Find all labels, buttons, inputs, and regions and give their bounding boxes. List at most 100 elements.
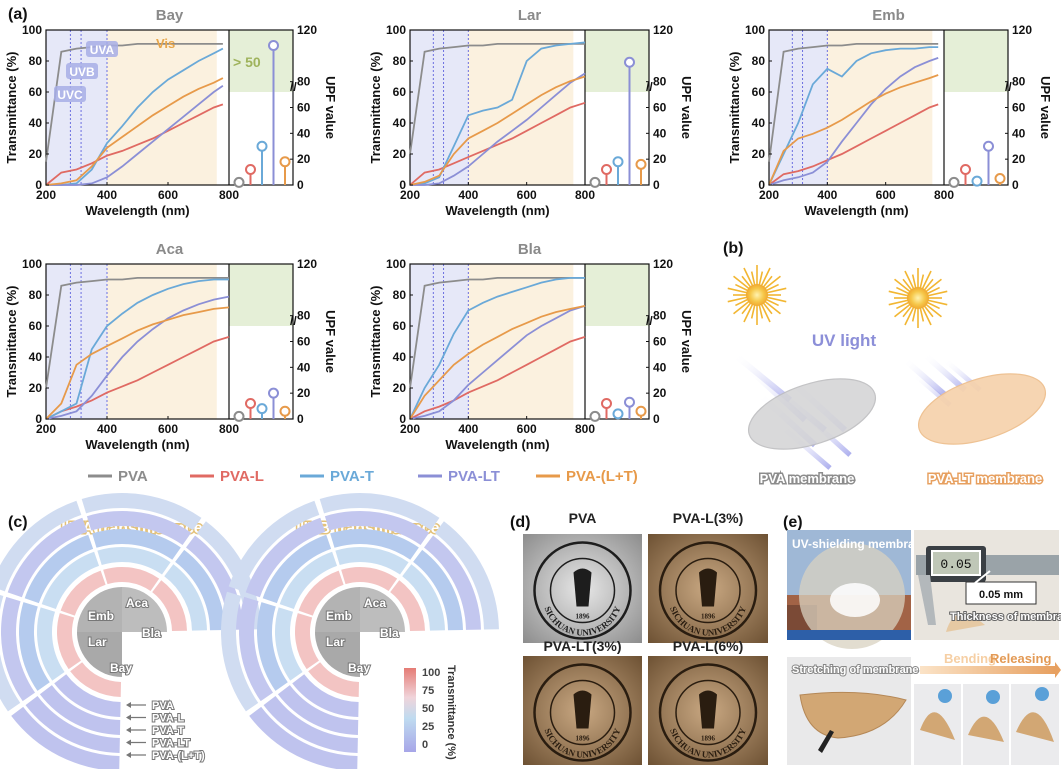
legend-label: PVA-LT xyxy=(448,468,500,485)
y-tick-label: 20 xyxy=(29,381,43,395)
vis-band xyxy=(107,264,217,419)
series-line-pva xyxy=(45,277,229,389)
uv-membrane-photo: UV-shielding membrane xyxy=(787,530,929,649)
ring-segment xyxy=(424,535,481,630)
colorbar-label: Transmittance (%) xyxy=(445,665,457,760)
chart-aca: 0 20 40 60 80 100 0 20 40 60 80 120 // 200 400 600 800 Wa… xyxy=(4,241,338,452)
series-line-pvalt xyxy=(409,305,586,420)
x-tick-label: 600 xyxy=(517,422,537,436)
y2-tick-label: 60 xyxy=(1012,101,1026,115)
ring-legend-label: PVA xyxy=(152,700,174,712)
upf-point xyxy=(233,176,245,188)
sector-wedge xyxy=(315,587,360,632)
x-axis-label: Wavelength (nm) xyxy=(85,437,189,452)
seal-emblem xyxy=(699,568,717,607)
upf-band xyxy=(585,264,649,326)
ring-segment xyxy=(263,696,358,753)
ring-segment xyxy=(279,551,338,610)
series-line-pva xyxy=(768,43,939,162)
y-tick-label: 60 xyxy=(393,319,407,333)
series-line-pvalt xyxy=(409,75,586,186)
legend-arrowhead xyxy=(126,752,131,758)
x-axis-label: Wavelength (nm) xyxy=(804,203,908,218)
photo-label: PVA-L(6%) xyxy=(673,638,744,654)
series-line-pvat xyxy=(46,47,224,186)
vis-band xyxy=(107,30,217,185)
sector-label: Emb xyxy=(88,609,114,623)
uv-band xyxy=(769,30,828,185)
upf-point xyxy=(612,408,624,420)
x-tick-label: 400 xyxy=(458,188,478,202)
seal-inner-ring xyxy=(675,679,741,746)
chart-title: Aca xyxy=(156,241,184,258)
y-tick-label: 60 xyxy=(393,85,407,99)
y2-axis-label: UPF value xyxy=(679,76,694,139)
y-axis-label: Transmittance (%) xyxy=(4,52,19,164)
ring-segment xyxy=(330,529,419,560)
upf-point xyxy=(279,156,291,168)
x-tick-label: 200 xyxy=(36,188,56,202)
y-tick-label: 80 xyxy=(29,54,43,68)
upf-point xyxy=(589,410,601,422)
series-line-pvalt xyxy=(409,305,586,420)
chart-emb: 0 20 40 60 80 100 0 20 40 60 80 120 // 200 400 600 800 Wa… xyxy=(727,7,1053,218)
ring-segment xyxy=(277,685,359,735)
y2-tick-label: 0 xyxy=(1012,178,1019,192)
upf-band xyxy=(585,30,649,92)
ring-segment xyxy=(36,607,65,681)
x-tick-label: 200 xyxy=(759,188,779,202)
x-tick-label: 400 xyxy=(97,422,117,436)
upf-band xyxy=(229,264,293,326)
ring-segment xyxy=(239,596,274,702)
y-tick-label: 100 xyxy=(22,257,42,271)
y-tick-label: 0 xyxy=(758,178,765,192)
y-tick-label: 20 xyxy=(393,147,407,161)
y2-tick-label: 120 xyxy=(297,23,317,37)
chart-title: Lar xyxy=(518,7,542,24)
upf-threshold-label: > 50 xyxy=(233,54,261,70)
ring-segment xyxy=(402,564,445,631)
seal-inner-ring xyxy=(549,679,616,746)
y-tick-label: 80 xyxy=(393,288,407,302)
band-tag xyxy=(54,86,86,102)
pva-membrane-label: PVA membrane xyxy=(760,471,855,486)
y-tick-label: 60 xyxy=(29,85,43,99)
ring-segment xyxy=(413,549,463,631)
ring-segment xyxy=(324,510,430,546)
x-axis-label: Wavelength (nm) xyxy=(445,203,549,218)
ring-legend-label: PVA-(L+T) xyxy=(152,750,205,762)
colorbar-tick: 25 xyxy=(422,721,434,733)
ring-segment xyxy=(164,564,207,631)
axis-break: // xyxy=(1005,80,1012,94)
y2-tick-label: 60 xyxy=(653,101,667,115)
y2-tick-label: 120 xyxy=(1012,23,1032,37)
y2-tick-label: 40 xyxy=(297,360,311,374)
upf-point xyxy=(994,173,1006,185)
ring-segment xyxy=(70,662,122,697)
seal-year: 1896 xyxy=(701,735,716,743)
sector-label: Bla xyxy=(380,626,399,640)
series-line-pvalt xyxy=(45,295,230,420)
ring-segment xyxy=(25,696,120,753)
upf-band xyxy=(944,30,1008,92)
ring-segment xyxy=(7,517,88,598)
ring-segment xyxy=(56,613,81,670)
y2-tick-label: 0 xyxy=(653,412,660,426)
y-tick-label: 80 xyxy=(393,54,407,68)
axis-break: // xyxy=(290,80,297,94)
upf-point xyxy=(256,403,268,415)
ring-segment xyxy=(0,596,36,702)
axis-break: // xyxy=(646,80,653,94)
band-tag xyxy=(86,41,118,57)
uv-light-label: UV light xyxy=(812,331,877,350)
ring-segment xyxy=(262,534,332,604)
y-tick-label: 100 xyxy=(386,257,406,271)
chart-title: Bla xyxy=(518,241,542,258)
series-line-pvalt xyxy=(768,57,939,186)
y-tick-label: 80 xyxy=(29,288,43,302)
x-tick-label: 200 xyxy=(36,422,56,436)
ring-segment xyxy=(308,662,360,697)
